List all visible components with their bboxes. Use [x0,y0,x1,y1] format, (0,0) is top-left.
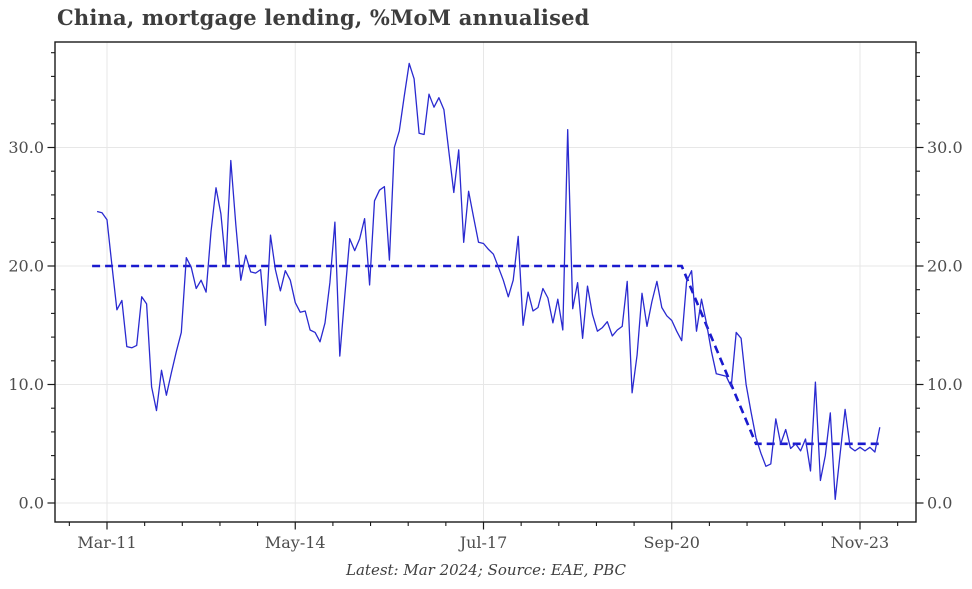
y-tick-label-right: 30.0 [927,138,963,157]
x-tick-label: Nov-23 [831,533,889,552]
y-tick-label-right: 20.0 [927,257,963,276]
plot-frame [54,41,917,523]
x-tick-label: Mar-11 [77,533,136,552]
y-tick-label-left: 0.0 [19,494,44,513]
trend-dashed-line [92,264,880,446]
x-tick-label: May-14 [265,533,326,552]
data-series-line [96,62,881,501]
chart-footnote: Latest: Mar 2024; Source: EAE, PBC [346,561,626,579]
y-tick-label-right: 10.0 [927,375,963,394]
x-tick-label: Jul-17 [458,533,508,552]
y-tick-label-left: 30.0 [8,138,44,157]
chart-title: China, mortgage lending, %MoM annualised [57,5,590,30]
y-tick-label-left: 10.0 [8,375,44,394]
y-tick-label-left: 20.0 [8,257,44,276]
x-tick-label: Sep-20 [644,533,700,552]
y-tick-label-right: 0.0 [927,494,952,513]
